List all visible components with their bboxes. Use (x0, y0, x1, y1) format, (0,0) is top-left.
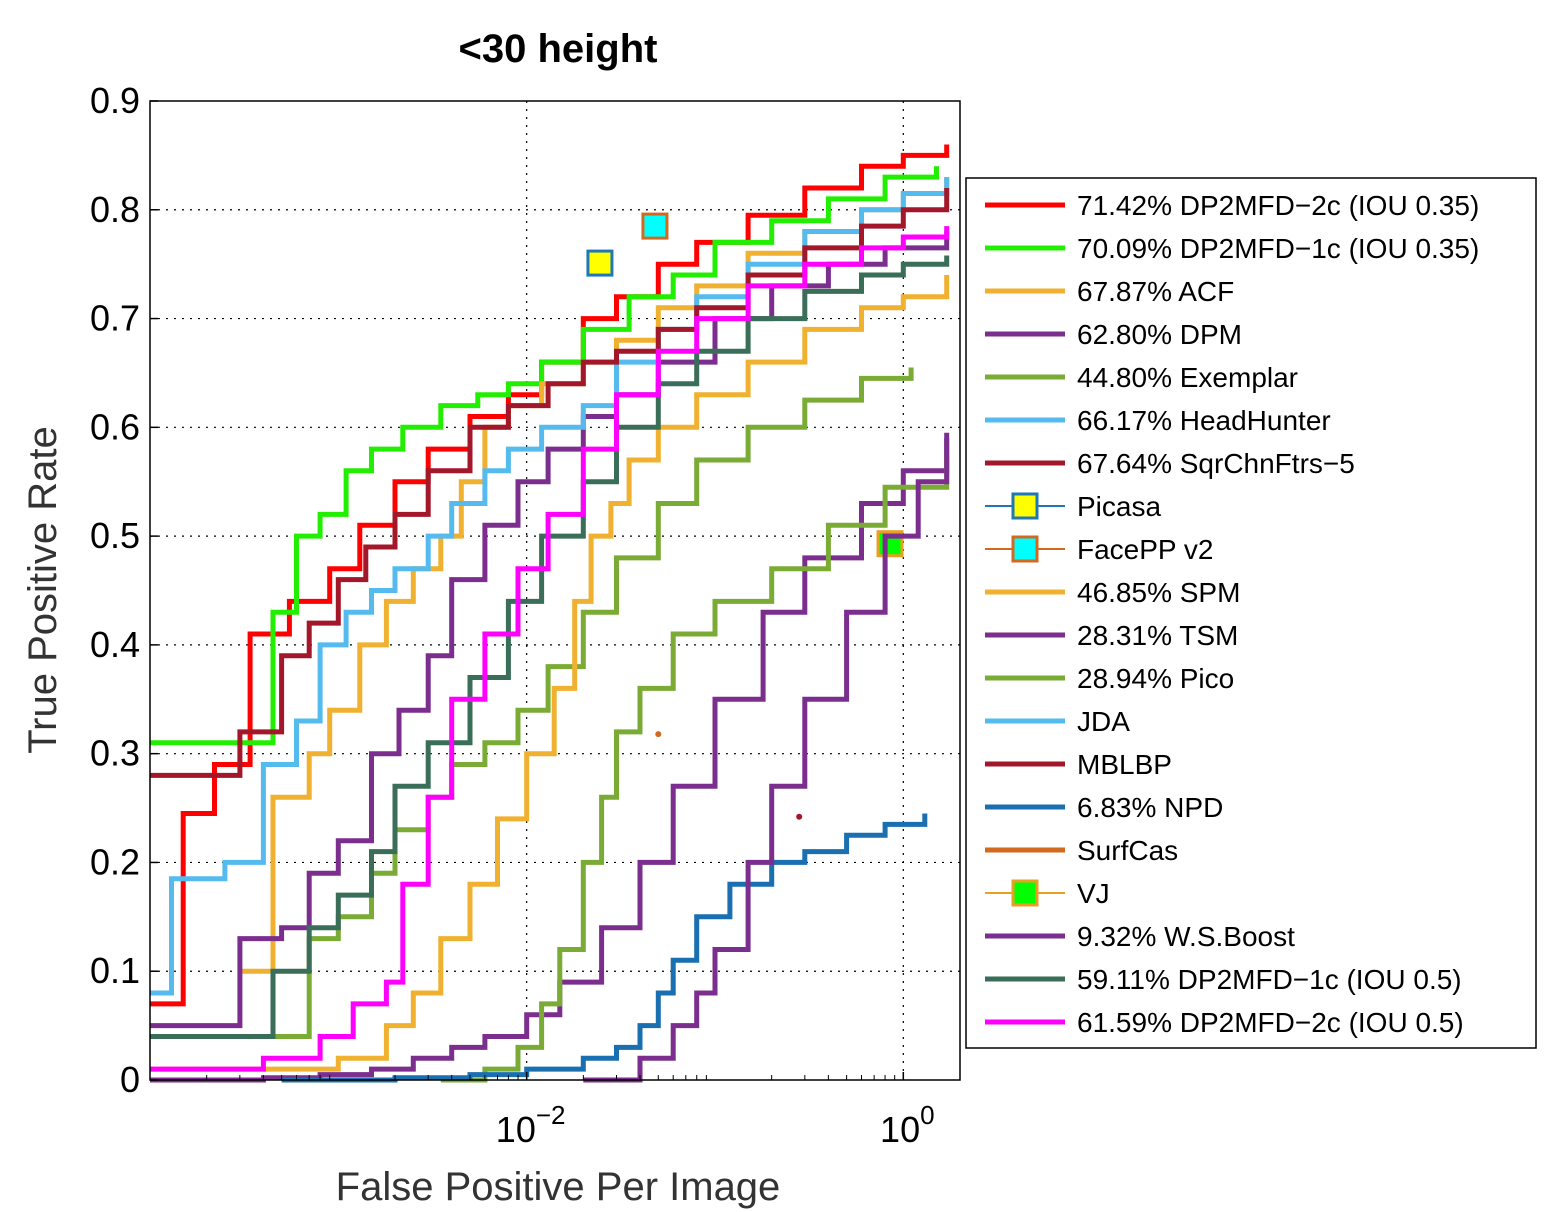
legend-label: FacePP v2 (1077, 534, 1213, 565)
legend-entry: 62.80% DPM (985, 319, 1242, 350)
legend-label: 71.42% DP2MFD−2c (IOU 0.35) (1077, 190, 1479, 221)
series-62-80-dpm (150, 231, 950, 1029)
y-tick-label: 0.4 (90, 624, 140, 665)
legend-label: 66.17% HeadHunter (1077, 405, 1331, 436)
y-tick-label: 0.3 (90, 733, 140, 774)
y-tick-label: 0.9 (90, 80, 140, 121)
legend-entry: 71.42% DP2MFD−2c (IOU 0.35) (985, 190, 1479, 221)
legend-entry: SurfCas (985, 835, 1178, 866)
y-tick-label: 0.2 (90, 841, 140, 882)
legend-label: 61.59% DP2MFD−2c (IOU 0.5) (1077, 1007, 1464, 1038)
legend-marker (1011, 535, 1039, 563)
series-facepp-v2-marker (641, 212, 669, 240)
legend-label: 46.85% SPM (1077, 577, 1240, 608)
legend-entry: 59.11% DP2MFD−1c (IOU 0.5) (985, 964, 1462, 995)
legend-label: 59.11% DP2MFD−1c (IOU 0.5) (1077, 964, 1462, 995)
grid (150, 101, 960, 1080)
legend-label: 70.09% DP2MFD−1c (IOU 0.35) (1077, 233, 1479, 264)
legend-label: 67.64% SqrChnFtrs−5 (1077, 448, 1355, 479)
y-tick-label: 0 (120, 1059, 140, 1100)
legend-label: 9.32% W.S.Boost (1077, 921, 1295, 952)
legend-box (965, 177, 1537, 1049)
legend-entry: FacePP v2 (985, 534, 1213, 565)
legend-marker (1011, 492, 1039, 520)
legend-label: 28.31% TSM (1077, 620, 1238, 651)
series-mblbp-point (796, 813, 803, 820)
legend-entry: 66.17% HeadHunter (985, 405, 1331, 436)
legend-label: MBLBP (1077, 749, 1172, 780)
legend-entry: 61.59% DP2MFD−2c (IOU 0.5) (985, 1007, 1464, 1038)
series-28-94-pico (440, 454, 950, 1083)
y-tick-label: 0.8 (90, 189, 140, 230)
legend-entry: 44.80% Exemplar (985, 362, 1298, 393)
series-46-85-spm (150, 275, 950, 1072)
legend-label: 28.94% Pico (1077, 663, 1234, 694)
series-9-32-w-s-boost (583, 432, 950, 1083)
legend-entry: 67.64% SqrChnFtrs−5 (985, 448, 1355, 479)
series-28-31-tsm (150, 438, 950, 1083)
legend-entry: 28.31% TSM (985, 620, 1238, 651)
series-61-59-dp2mfd-2c-iou-0-5 (150, 226, 950, 1072)
series-66-17-headhunter (150, 177, 950, 996)
legend-label: 44.80% Exemplar (1077, 362, 1298, 393)
legend-entry: JDA (985, 706, 1130, 737)
legend-entry: 67.87% ACF (985, 276, 1234, 307)
legend: 71.42% DP2MFD−2c (IOU 0.35) 70.09% DP2MFD… (965, 177, 1537, 1049)
x-axis-label: False Positive Per Image (336, 1165, 781, 1209)
y-tick-label: 0.7 (90, 298, 140, 339)
legend-entry: Picasa (985, 491, 1161, 522)
legend-label: 6.83% NPD (1077, 792, 1223, 823)
legend-label: Picasa (1077, 491, 1161, 522)
series-67-64-sqrchnftrs-5 (150, 188, 950, 778)
legend-label: 62.80% DPM (1077, 319, 1242, 350)
y-tick-label: 0.1 (90, 950, 140, 991)
legend-label: SurfCas (1077, 835, 1178, 866)
legend-label: VJ (1077, 878, 1110, 909)
series-layer (150, 144, 950, 1083)
legend-entry: MBLBP (985, 749, 1172, 780)
series-44-80-exemplar (150, 367, 914, 1039)
legend-marker (1011, 879, 1039, 907)
y-tick-label: 0.5 (90, 515, 140, 556)
x-tick-label: 10−2 (496, 1100, 566, 1150)
legend-entry: VJ (985, 878, 1110, 909)
legend-entry: 9.32% W.S.Boost (985, 921, 1295, 952)
series-picasa-marker (586, 249, 614, 277)
series-surfcas-point (655, 731, 662, 738)
legend-entry: 46.85% SPM (985, 577, 1240, 608)
series-70-09-dp2mfd-1c-iou-0-35 (150, 166, 939, 746)
legend-label: 67.87% ACF (1077, 276, 1234, 307)
x-tick-label: 100 (880, 1100, 935, 1150)
legend-entry: 70.09% DP2MFD−1c (IOU 0.35) (985, 233, 1479, 264)
y-axis-label: True Positive Rate (21, 426, 65, 754)
ticks: 0 0.1 0.2 0.3 0.4 0.5 0.6 0.7 0.8 0.9 10−2 100 (90, 80, 935, 1150)
y-tick-label: 0.6 (90, 406, 140, 447)
chart-title: <30 height (459, 27, 658, 71)
legend-entry: 28.94% Pico (985, 663, 1234, 694)
series-59-11-dp2mfd-1c-iou-0-5 (150, 255, 950, 1039)
legend-label: JDA (1077, 706, 1130, 737)
plot-frame (149, 100, 961, 1081)
legend-entry: 6.83% NPD (985, 792, 1223, 823)
